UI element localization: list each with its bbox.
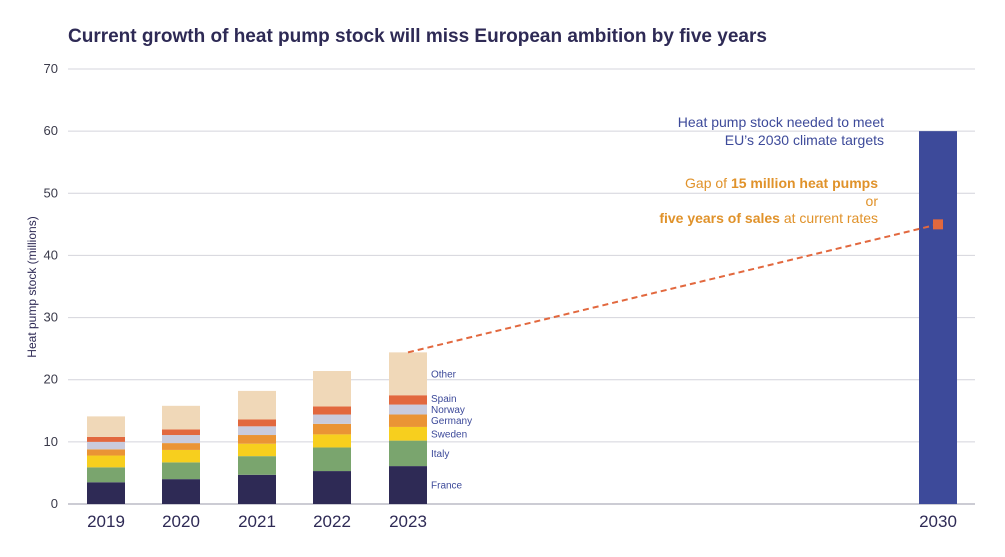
series-label-other: Other [431,369,457,380]
bar-segment-italy-2023 [389,440,427,467]
bar-segment-other-2021 [238,390,276,420]
bar-segment-sweden-2022 [313,434,351,448]
trend-dashed-line [407,223,939,354]
trend-end-marker [933,219,943,230]
y-tick-label: 40 [44,247,58,262]
gap-prefix: Gap of [685,175,731,191]
series-label-norway: Norway [431,405,465,416]
bar-segment-germany-2021 [238,435,276,444]
x-axis-ticks: 2019 2020 2021 2022 2023 2030 [87,512,957,531]
series-label-italy: Italy [431,449,449,460]
bar-segment-spain-2020 [162,429,200,436]
bar-segment-france-2020 [162,479,200,504]
y-tick-label: 0 [51,496,58,511]
gap-suffix: at current rates [780,210,878,226]
bar-segment-italy-2019 [87,467,125,483]
bar-segment-spain-2023 [389,395,427,405]
bar-segment-sweden-2019 [87,455,125,468]
target-annotation-line1: Heat pump stock needed to meet [678,114,884,130]
y-tick-label: 30 [44,310,58,325]
x-tick-label: 2019 [87,512,125,531]
bar-segment-germany-2023 [389,414,427,427]
bar-segment-spain-2021 [238,419,276,427]
y-tick-label: 70 [44,61,58,76]
trend-line [407,219,943,354]
bar-segment-france-2019 [87,482,125,504]
series-label-sweden: Sweden [431,429,467,440]
bar-segment-sweden-2021 [238,443,276,457]
bar-segment-spain-2022 [313,406,351,415]
series-label-france: France [431,481,463,492]
gap-annotation-or: or [866,193,879,209]
target-annotation-line2: EU’s 2030 climate targets [725,132,884,148]
bar-segment-norway-2019 [87,441,125,450]
bar-segment-norway-2022 [313,414,351,424]
y-tick-label: 60 [44,123,58,138]
bar-segment-italy-2021 [238,456,276,475]
gridlines [68,68,975,505]
y-tick-label: 10 [44,434,58,449]
bar-segment-sweden-2023 [389,426,427,441]
bar-segment-germany-2020 [162,443,200,450]
bar-segment-germany-2022 [313,423,351,435]
bar-segment-norway-2021 [238,426,276,436]
x-tick-label: 2021 [238,512,276,531]
bar-segment-italy-2020 [162,462,200,480]
bar-segment-other-2022 [313,371,351,407]
x-tick-label: 2022 [313,512,351,531]
series-label-spain: Spain [431,394,457,405]
bar-segment-spain-2019 [87,436,125,442]
x-tick-label: 2020 [162,512,200,531]
bar-segment-france-2021 [238,474,276,504]
bar-segment-other-2023 [389,352,427,396]
bar-segment-other-2019 [87,416,125,437]
bar-segment-norway-2020 [162,435,200,444]
x-tick-label: 2030 [919,512,957,531]
y-tick-label: 50 [44,185,58,200]
bar-segment-other-2020 [162,405,200,430]
bar-segment-sweden-2020 [162,449,200,463]
gap-annotation-line3: five years of sales at current rates [659,210,878,226]
target-bar-2030 [919,131,957,504]
x-tick-label: 2023 [389,512,427,531]
bar-segment-italy-2022 [313,447,351,472]
chart-title: Current growth of heat pump stock will m… [68,26,767,47]
bar-segment-france-2023 [389,466,427,504]
bar-segment-france-2022 [313,471,351,504]
gap-bold2: five years of sales [659,210,780,226]
bars [87,131,957,504]
series-label-germany: Germany [431,416,472,427]
y-tick-label: 20 [44,372,58,387]
y-axis-ticks: 0 10 20 30 40 50 60 70 [44,61,58,511]
bar-segment-norway-2023 [389,404,427,415]
y-axis-label: Heat pump stock (millions) [25,216,39,357]
gap-annotation-line1: Gap of 15 million heat pumps [685,175,878,191]
gap-bold: 15 million heat pumps [731,175,878,191]
bar-segment-germany-2019 [87,449,125,456]
